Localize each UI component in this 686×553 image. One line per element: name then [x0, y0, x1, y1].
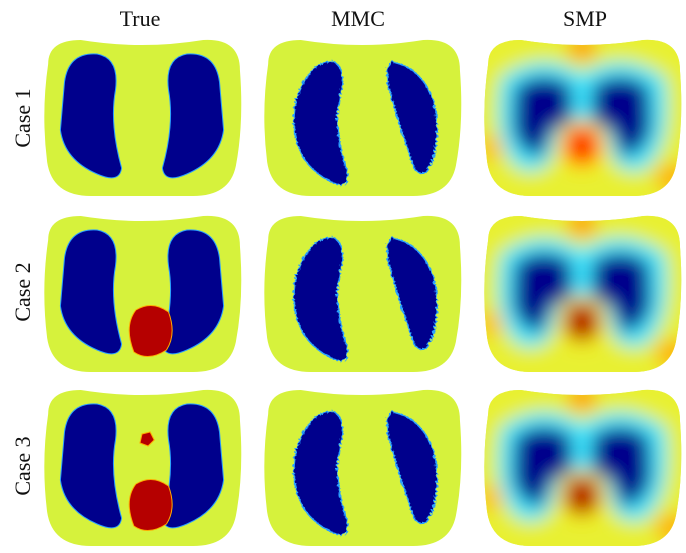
edge	[478, 484, 502, 512]
reconstruction	[460, 18, 686, 218]
tile	[460, 368, 686, 553]
edge	[568, 36, 597, 60]
high	[564, 126, 601, 166]
high	[564, 302, 601, 342]
reconstruction	[460, 194, 686, 394]
tile	[264, 216, 461, 372]
row-label: Case 3	[10, 436, 35, 495]
row-label: Case 2	[10, 262, 35, 321]
tile	[44, 390, 241, 546]
edge	[478, 134, 502, 162]
edge	[568, 212, 597, 236]
column-header: SMP	[563, 6, 607, 31]
tile	[44, 216, 241, 372]
high	[564, 476, 601, 516]
edge	[478, 310, 502, 338]
figure: True MMC SMP Case 1 Case 2 Case 3	[0, 0, 686, 553]
column-header: MMC	[331, 6, 385, 31]
reconstruction	[460, 368, 686, 553]
tile	[460, 18, 686, 218]
tile	[264, 390, 461, 546]
heart	[129, 305, 172, 356]
tile	[460, 194, 686, 394]
image-grid	[44, 18, 686, 553]
tile	[44, 40, 241, 196]
row-label: Case 1	[10, 88, 35, 147]
tile	[264, 40, 461, 196]
column-header: True	[120, 6, 161, 31]
blur-layer	[460, 368, 686, 553]
blur-layer	[460, 18, 686, 218]
edge	[568, 386, 597, 410]
blur-layer	[460, 194, 686, 394]
heart	[129, 479, 172, 530]
